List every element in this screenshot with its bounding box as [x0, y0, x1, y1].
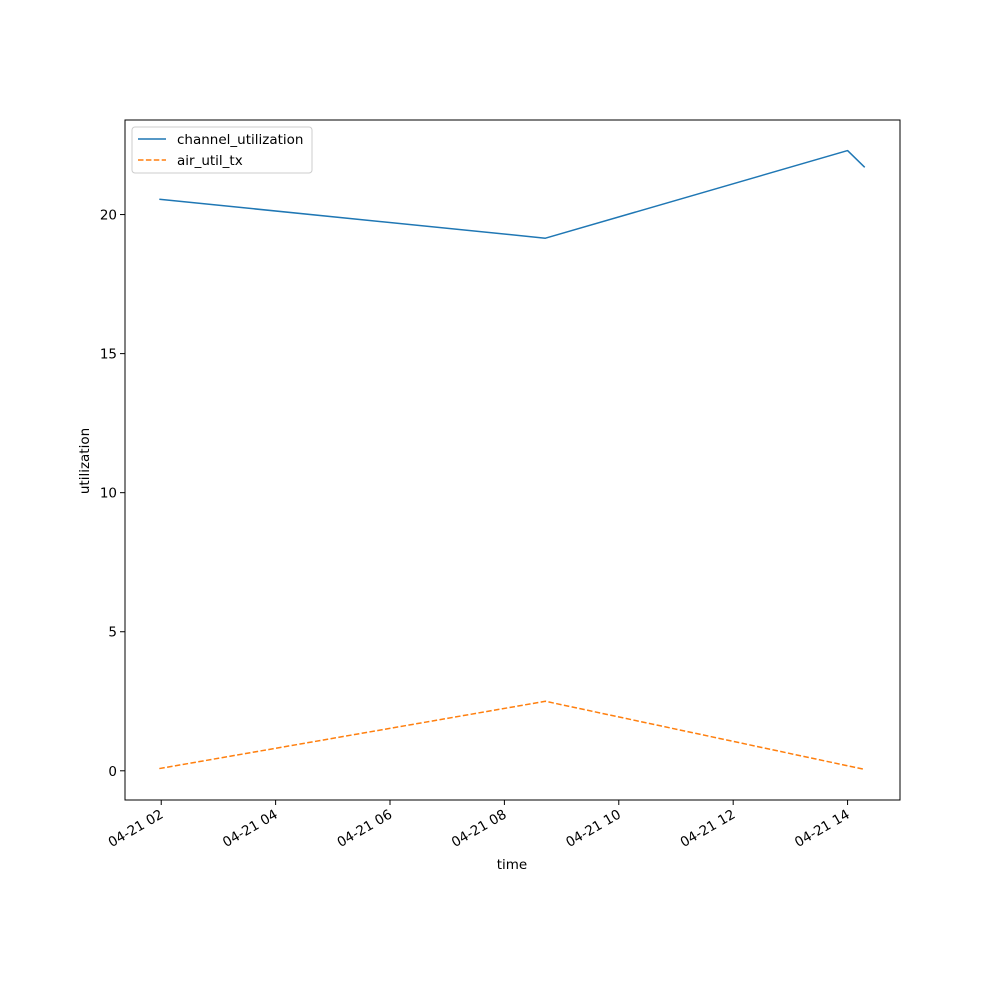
y-tick-label: 5	[108, 625, 117, 641]
series-layer	[159, 149, 866, 771]
y-tick-label: 10	[100, 486, 117, 502]
y-axis-title: utilization	[77, 428, 93, 494]
y-tick-label: 15	[100, 347, 117, 363]
legend-label: channel_utilization	[177, 132, 304, 148]
plot-area-frame	[124, 119, 901, 801]
y-tick-label: 0	[108, 764, 117, 780]
legend-frame	[131, 126, 313, 174]
legend-label: air_util_tx	[177, 153, 243, 169]
series-line-channel-utilization	[159, 149, 866, 239]
x-axis-title: time	[497, 857, 528, 873]
y-axis: 0 5 10 15 20	[100, 208, 125, 780]
legend: channel_utilization air_util_tx	[131, 126, 313, 174]
y-tick-label: 20	[100, 208, 117, 224]
series-line-air-util-tx	[159, 700, 865, 771]
